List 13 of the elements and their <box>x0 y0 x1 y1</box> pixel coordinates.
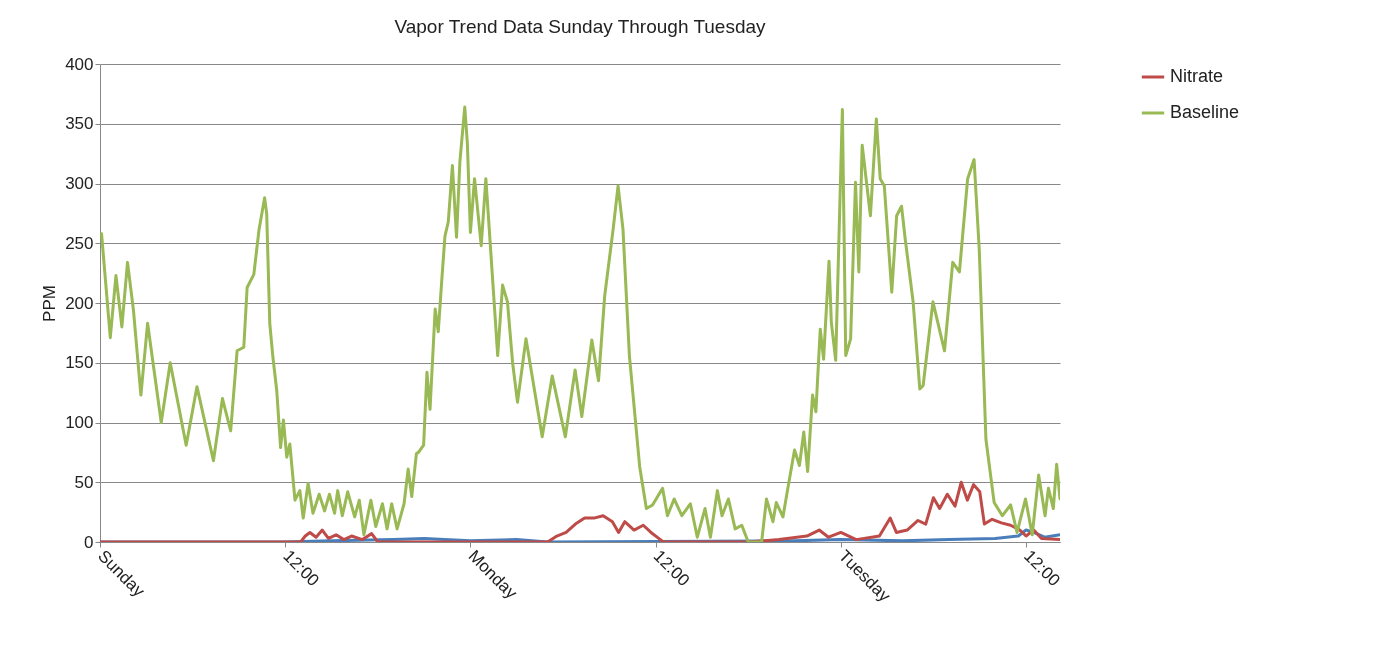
y-tick-label: 150 <box>65 353 94 373</box>
y-tick-label: 250 <box>65 233 94 253</box>
chart-title: Vapor Trend Data Sunday Through Tuesday <box>394 16 767 37</box>
legend-label: Nitrate <box>1170 66 1224 86</box>
legend-label: Baseline <box>1170 102 1240 122</box>
y-axis-title: PPM <box>40 285 60 322</box>
y-tick-label: 300 <box>65 174 94 193</box>
y-tick-label: 200 <box>65 293 94 313</box>
y-tick-label: 0 <box>84 532 94 552</box>
y-tick-label: 350 <box>65 114 94 134</box>
y-tick-label: 100 <box>65 413 94 432</box>
y-tick-label: 400 <box>65 54 94 74</box>
y-tick-label: 50 <box>74 472 94 492</box>
